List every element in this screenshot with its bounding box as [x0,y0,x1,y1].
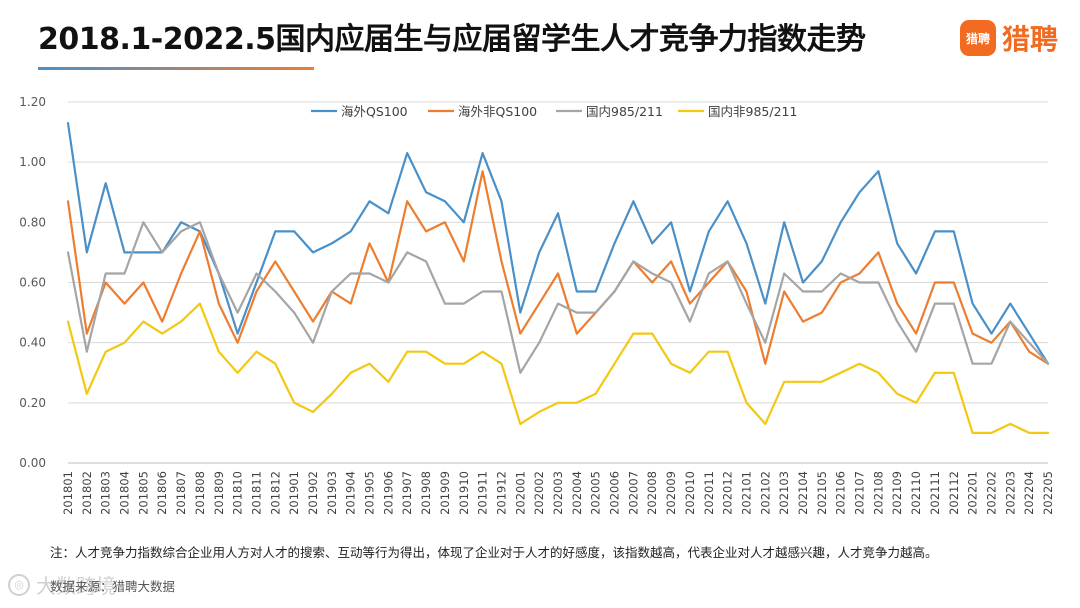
x-tick-label: 201810 [231,471,245,515]
x-tick-label: 202006 [608,471,622,515]
x-tick-label: 201812 [268,471,282,515]
brand-icon: 猎聘 [959,20,996,56]
x-tick-label: 202105 [815,471,829,515]
legend-label: 海外非QS100 [458,104,537,119]
x-tick-label: 201902 [306,471,320,515]
x-tick-label: 201807 [174,471,188,515]
x-tick-label: 202205 [1041,471,1055,515]
y-tick-label: 0.80 [19,215,46,229]
x-tick-label: 201801 [61,471,75,515]
x-tick-label: 202108 [871,471,885,515]
x-tick-label: 202101 [739,471,753,515]
x-tick-label: 201908 [419,471,433,515]
y-tick-label: 1.00 [19,155,46,169]
x-tick-label: 201910 [457,471,471,515]
x-tick-label: 201809 [212,471,226,515]
x-tick-label: 202109 [890,471,904,515]
x-tick-label: 202201 [966,471,980,515]
x-tick-label: 202011 [702,471,716,515]
circle-logo-icon: ◎ [8,573,30,596]
x-tick-label: 202009 [664,471,678,515]
y-tick-label: 0.60 [19,276,46,290]
x-tick-label: 201901 [287,471,301,515]
x-tick-label: 201804 [118,471,132,515]
x-tick-label: 202007 [626,471,640,515]
line-chart: 0.00 0.20 0.40 0.60 0.80 1.00 1.20 201801 201802… [19,95,1055,515]
legend-label: 国内非985/211 [708,104,797,119]
y-tick-label: 1.20 [19,95,46,109]
y-tick-label: 0.40 [19,336,46,350]
x-tick-label: 202106 [834,471,848,515]
x-tick-label: 202112 [947,471,961,515]
x-tick-label: 202010 [683,471,697,515]
y-tick-label: 0.00 [19,456,46,470]
x-tick-label: 201802 [80,471,94,515]
brand-name: 猎聘 [1001,23,1058,56]
x-tick-label: 201909 [438,471,452,515]
x-tick-label: 201811 [249,471,263,515]
title-underline [38,67,314,70]
x-tick-label: 201905 [363,471,377,515]
x-tick-label: 201912 [494,471,508,515]
x-tick-label: 201904 [344,471,358,515]
footnote: 注：人才竞争力指数综合企业用人方对人才的搜索、互动等行为得出，体现了企业对于人才… [50,545,938,560]
series-line [66,221,1050,374]
x-tick-label: 202012 [721,471,735,515]
brand-logo: 猎聘 猎聘 [959,18,1058,58]
series-line [66,302,1050,434]
x-tick-label: 202204 [1022,471,1036,515]
x-tick-label: 202203 [1003,471,1017,515]
legend-label: 海外QS100 [341,104,408,119]
watermark: ◎ 大数跨境 [8,570,116,599]
x-tick-label: 201808 [193,471,207,515]
x-tick-label: 202202 [984,471,998,515]
x-tick-label: 201906 [381,471,395,515]
legend-label: 国内985/211 [586,104,663,119]
x-tick-label: 202103 [777,471,791,515]
x-tick-label: 202001 [513,471,527,515]
x-tick-label: 201806 [155,471,169,515]
x-tick-label: 202102 [758,471,772,515]
x-tick-label: 202008 [645,471,659,515]
x-tick-label: 201803 [99,471,113,515]
x-tick-label: 202111 [928,471,942,515]
x-tick-label: 201805 [136,471,150,515]
x-tick-label: 202107 [853,471,867,515]
watermark-text: 大数跨境 [36,574,116,598]
y-tick-label: 0.20 [19,396,46,410]
series-line [66,170,1050,365]
x-tick-label: 202004 [570,471,584,515]
x-tick-label: 201907 [400,471,414,515]
x-tick-label: 202002 [532,471,546,515]
x-tick-label: 202104 [796,471,810,515]
x-tick-label: 201911 [476,471,490,515]
series-line [66,121,1050,365]
x-tick-label: 202003 [551,471,565,515]
x-tick-label: 202110 [909,471,923,515]
x-tick-label: 201903 [325,471,339,515]
x-tick-label: 202005 [589,471,603,515]
data-source: 数据来源：猎聘大数据 [50,579,176,594]
page-title: 2018.1-2022.5国内应届生与应届留学生人才竞争力指数走势 [38,22,866,57]
